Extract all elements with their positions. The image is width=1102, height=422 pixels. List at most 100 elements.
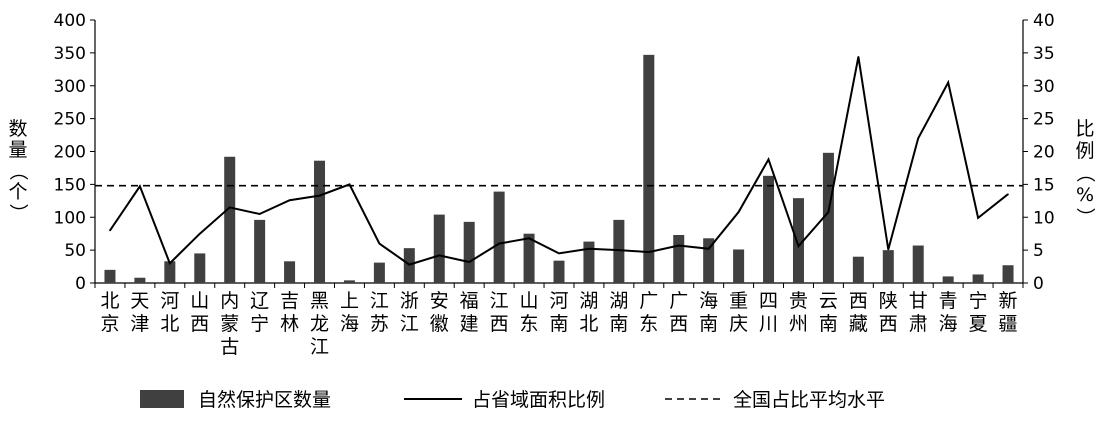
category-label: 东 [639, 313, 658, 335]
bar-13 [463, 221, 475, 283]
bar-8 [314, 160, 326, 283]
line-point-22 [737, 211, 740, 213]
bar-31 [1002, 265, 1014, 283]
category-label: 西 [879, 313, 898, 335]
line-point-6 [258, 213, 261, 215]
category-label: 西 [190, 313, 209, 335]
category-label: 河 [160, 290, 179, 312]
category-label: 东 [520, 313, 539, 335]
bar-24 [792, 198, 804, 283]
line-point-21 [707, 248, 710, 250]
category-label: 湖 [609, 290, 628, 312]
category-label: 安 [430, 290, 449, 312]
line-point-13 [468, 261, 470, 263]
category-label: 肃 [909, 313, 928, 335]
line-point-11 [408, 263, 411, 266]
category-label: 江 [310, 336, 329, 358]
category-label: 北 [100, 290, 119, 312]
line-point-30 [977, 217, 979, 219]
category-label: 广 [669, 290, 688, 312]
bar-16 [553, 260, 565, 283]
category-label: 吉 [280, 290, 299, 312]
left-tick-label: 150 [54, 175, 86, 195]
bar-15 [523, 233, 535, 283]
category-label: 苏 [370, 313, 389, 335]
line-point-19 [648, 251, 650, 253]
category-label: 宁 [250, 313, 269, 335]
line-point-20 [677, 244, 680, 247]
line-point-9 [348, 183, 351, 186]
bar-27 [882, 250, 894, 283]
category-label: 天 [130, 290, 149, 312]
line-point-16 [558, 252, 560, 255]
line-point-3 [169, 262, 171, 265]
category-label: 徽 [430, 313, 449, 335]
category-label: 海 [340, 313, 359, 335]
bar-3 [164, 261, 176, 283]
left-axis-title-char: （ [7, 161, 29, 180]
category-label: 南 [819, 313, 838, 335]
line-point-25 [827, 211, 830, 213]
line-point-26 [857, 56, 860, 58]
category-label: 疆 [999, 313, 1018, 335]
left-tick-label: 200 [54, 143, 86, 163]
category-label: 州 [789, 313, 808, 335]
category-label: 黑 [310, 290, 329, 312]
bar-19 [643, 54, 655, 283]
line-point-10 [378, 242, 381, 245]
category-label: 建 [460, 313, 479, 335]
bar-25 [822, 152, 834, 283]
line-point-24 [797, 245, 800, 247]
legend-bar-swatch [140, 390, 184, 408]
bar-18 [613, 219, 625, 283]
right-tick-label: 0 [1033, 274, 1044, 294]
line-point-5 [228, 206, 231, 209]
left-axis-title-char: 量 [8, 139, 27, 161]
left-tick-label: 50 [64, 241, 86, 261]
right-axis-title-char: （ [1074, 163, 1096, 182]
category-label: 福 [460, 290, 479, 312]
category-label: 陕 [879, 290, 898, 312]
category-label: 河 [549, 290, 568, 312]
line-point-4 [198, 232, 201, 235]
category-label: 江 [370, 290, 389, 312]
legend-bar-label: 自然保护区数量 [198, 389, 331, 411]
category-label: 庆 [729, 313, 748, 335]
category-label: 海 [939, 313, 958, 335]
bar-9 [343, 280, 355, 283]
category-label: 云 [819, 290, 838, 312]
bar-22 [733, 249, 745, 283]
bar-23 [763, 175, 775, 283]
right-tick-label: 25 [1033, 110, 1055, 130]
category-label: 北 [160, 313, 179, 335]
bar-10 [373, 262, 385, 283]
category-label: 辽 [250, 290, 269, 312]
line-point-18 [618, 249, 620, 251]
bar-29 [942, 276, 954, 283]
category-label: 浙 [400, 290, 419, 312]
bar-14 [493, 191, 505, 283]
category-label: 西 [849, 290, 868, 312]
left-axis-title-char: 个 [8, 181, 27, 203]
category-label: 川 [759, 313, 778, 335]
category-label: 夏 [969, 313, 988, 335]
right-axis-title-char: ） [1074, 207, 1096, 226]
category-label: 林 [280, 313, 299, 335]
bar-17 [583, 241, 595, 283]
category-label: 北 [579, 313, 598, 335]
bar-7 [284, 261, 296, 283]
category-label: 青 [939, 290, 958, 312]
bar-20 [673, 235, 685, 283]
line-point-2 [139, 185, 141, 188]
line-point-15 [528, 237, 530, 240]
left-tick-label: 400 [54, 11, 86, 31]
category-label: 山 [520, 290, 539, 312]
left-axis-title-char: 数 [8, 118, 27, 140]
category-label: 湖 [579, 290, 598, 312]
right-tick-label: 5 [1033, 241, 1044, 261]
line-point-27 [887, 248, 890, 251]
category-label: 南 [699, 313, 718, 335]
bar-2 [134, 277, 146, 283]
